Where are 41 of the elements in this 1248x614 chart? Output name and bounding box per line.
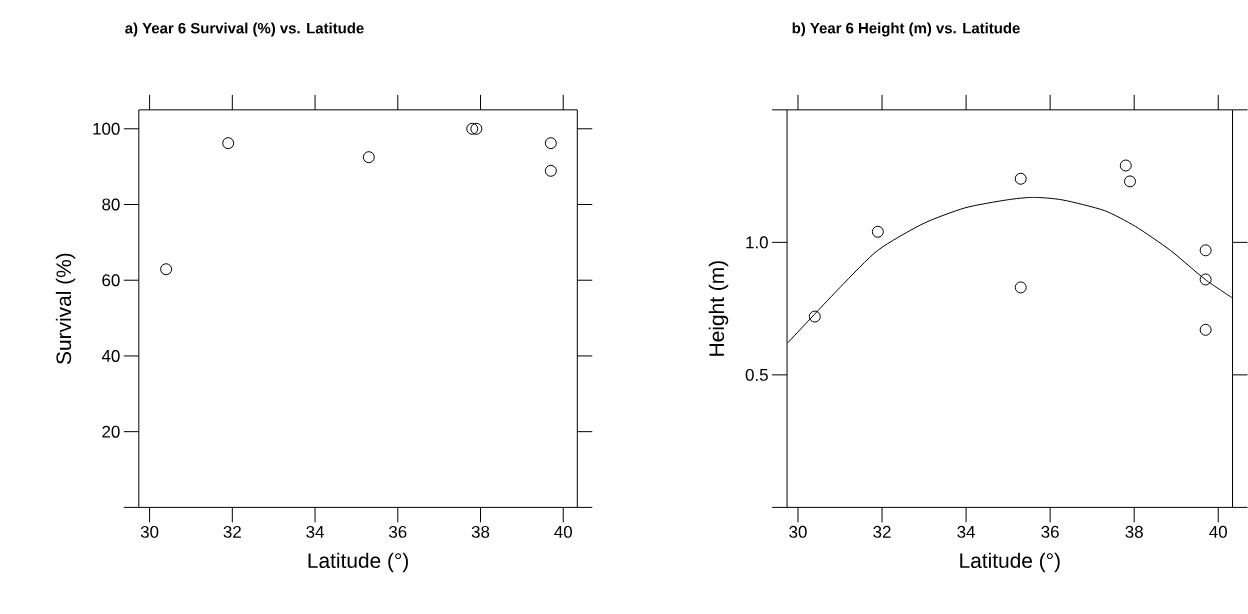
x-tick-label: 30	[789, 525, 807, 538]
y-axis-title: Survival (%)	[55, 253, 76, 364]
point	[1014, 172, 1027, 185]
x-tick-label: 40	[1209, 525, 1227, 538]
x-axis-title: Latitude (°)	[960, 552, 1060, 573]
x-tick-label: 34	[957, 525, 975, 538]
point	[160, 263, 173, 276]
y-tick-label: 80	[102, 198, 120, 211]
point	[470, 122, 483, 135]
point	[544, 137, 557, 150]
x-tick-label: 34	[306, 525, 324, 538]
x-axis-title: Latitude (°)	[308, 552, 408, 573]
point	[1199, 323, 1212, 336]
point	[1119, 159, 1132, 172]
y-tick-label: 40	[101, 349, 120, 362]
x-tick-label: 36	[1041, 525, 1059, 538]
x-tick-label: 30	[140, 525, 159, 538]
x-tick-label: 38	[1125, 525, 1143, 538]
y-tick-label: 0.5	[745, 368, 768, 381]
y-tick-label: 60	[102, 274, 120, 287]
chart-title: a) Year 6 Survival (%) vs. Latitude	[125, 22, 364, 37]
chart-title: b) Year 6 Height (m) vs. Latitude	[792, 22, 1020, 37]
x-tick-label: 38	[471, 525, 490, 538]
point	[544, 164, 557, 177]
point	[808, 310, 821, 323]
x-tick-label: 36	[389, 525, 407, 538]
y-axis-title: Height (m)	[708, 261, 729, 356]
point	[466, 122, 479, 135]
point	[1199, 244, 1212, 257]
point	[1123, 175, 1136, 188]
x-tick-label: 40	[554, 525, 572, 538]
y-tick-label: 100	[93, 122, 120, 135]
y-tick-label: 20	[102, 425, 120, 438]
point	[1199, 273, 1212, 286]
point	[871, 225, 884, 238]
y-tick-label: 1.0	[746, 236, 768, 249]
x-tick-label: 32	[223, 525, 241, 538]
x-tick-label: 32	[873, 525, 891, 538]
point	[1014, 281, 1027, 294]
point	[362, 151, 375, 164]
point	[222, 137, 235, 150]
